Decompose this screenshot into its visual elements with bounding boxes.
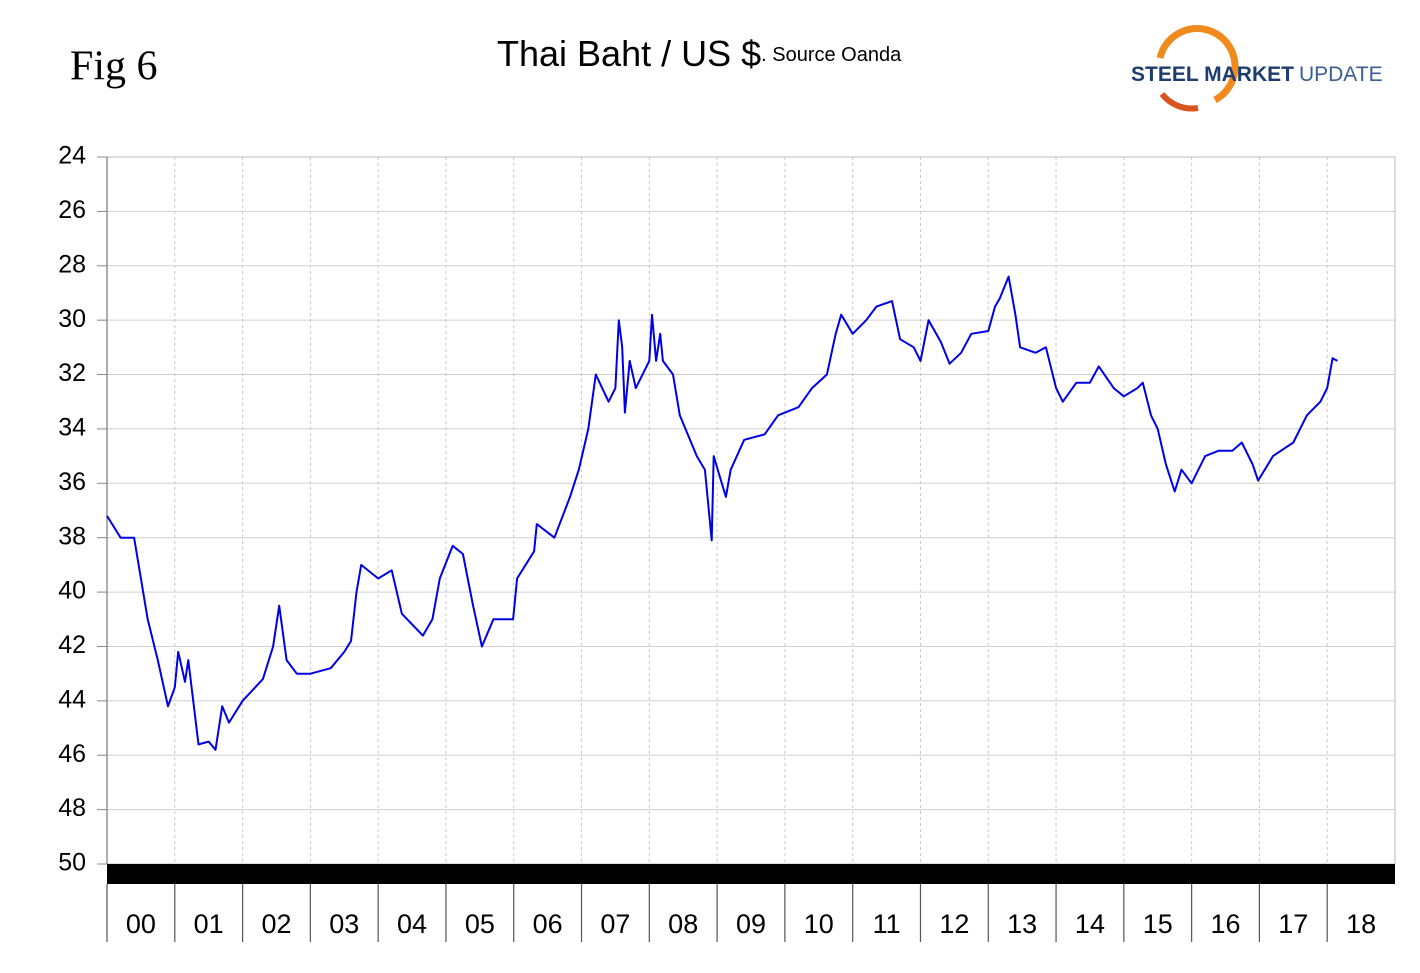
plot-border xyxy=(106,156,1396,865)
x-tick-label: 01 xyxy=(194,909,224,939)
x-tick-label: 17 xyxy=(1278,909,1308,939)
logo-arc xyxy=(1156,25,1239,104)
logo-text: STEEL MARKET UPDATE xyxy=(1131,63,1383,86)
y-tick-label: 26 xyxy=(58,196,86,224)
title: Thai Baht / US $ xyxy=(497,33,761,74)
y-tick-label: 30 xyxy=(58,305,86,333)
grid xyxy=(106,156,1396,865)
x-tick-label: 06 xyxy=(533,909,563,939)
y-tick-label: 32 xyxy=(58,359,86,387)
x-tick-label: 15 xyxy=(1143,909,1173,939)
x-axis-bar xyxy=(107,864,1395,884)
x-tick-label: 18 xyxy=(1346,909,1376,939)
y-tick-label: 46 xyxy=(58,740,86,768)
marks xyxy=(106,275,1338,751)
x-tick-label: 13 xyxy=(1007,909,1037,939)
logo: STEEL MARKET UPDATE xyxy=(1131,25,1383,112)
x-tick-label: 14 xyxy=(1075,909,1105,939)
x-tick-label: 16 xyxy=(1211,909,1241,939)
y-tick-label: 34 xyxy=(58,414,86,442)
subtitle: . Source Oanda xyxy=(761,44,902,66)
y-tick-label: 28 xyxy=(58,250,86,278)
y-tick-label: 24 xyxy=(58,142,86,170)
x-tick-label: 12 xyxy=(939,909,969,939)
logo-light: UPDATE xyxy=(1299,63,1383,86)
x-tick-label: 04 xyxy=(397,909,427,939)
x-tick-label: 02 xyxy=(261,909,291,939)
x-tick-label: 03 xyxy=(329,909,359,939)
logo-arc xyxy=(1159,92,1199,112)
x-tick-label: 08 xyxy=(668,909,698,939)
data-line xyxy=(106,275,1338,751)
x-tick-label: 05 xyxy=(465,909,495,939)
y-tick-label: 40 xyxy=(58,577,86,605)
logo-strong: STEEL MARKET xyxy=(1131,63,1294,86)
x-tick-label: 10 xyxy=(804,909,834,939)
x-tick-label: 11 xyxy=(873,909,901,939)
y-tick-label: 48 xyxy=(58,794,86,822)
x-tick-label: 00 xyxy=(126,909,156,939)
y-tick-label: 44 xyxy=(58,685,86,713)
y-tick-label: 50 xyxy=(58,849,86,877)
chart-title: Thai Baht / US $. Source Oanda xyxy=(497,33,902,74)
x-tick-label: 09 xyxy=(736,909,766,939)
x-tick-label: 07 xyxy=(600,909,630,939)
y-tick-label: 36 xyxy=(58,468,86,496)
figure-label: Fig 6 xyxy=(70,44,158,90)
y-tick-label: 42 xyxy=(58,631,86,659)
y-tick-label: 38 xyxy=(58,522,86,550)
